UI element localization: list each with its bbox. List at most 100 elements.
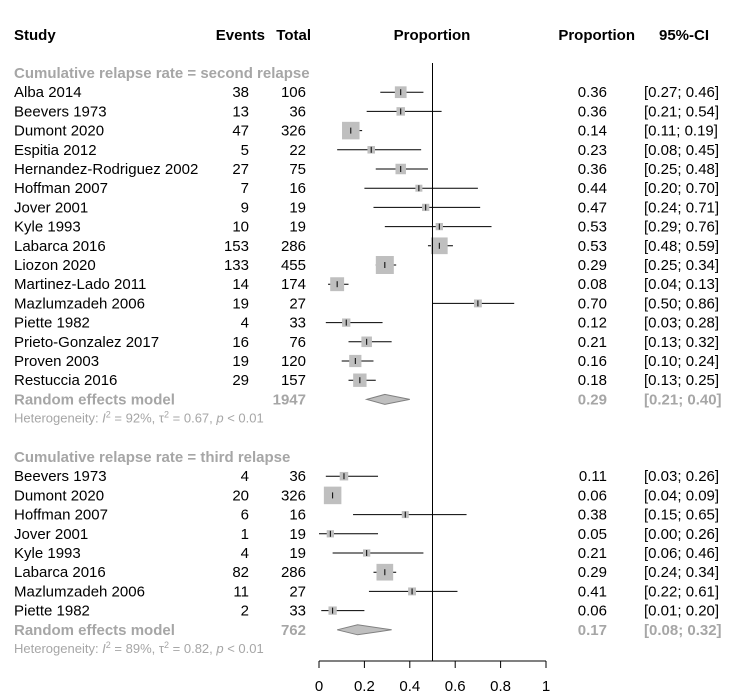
header-total: Total xyxy=(276,27,311,44)
pooled-ci: [0.21; 0.40] xyxy=(644,391,722,408)
x-tick-label: 0 xyxy=(315,678,323,695)
header-events: Events xyxy=(216,27,265,44)
study-ci: [0.00; 0.26] xyxy=(644,526,719,543)
study-total: 19 xyxy=(289,219,306,236)
study-ci: [0.04; 0.13] xyxy=(644,276,719,293)
study-name: Hoffman 2007 xyxy=(14,507,108,524)
forest-content: Cumulative relapse rate = second relapse… xyxy=(14,63,722,695)
x-tick-label: 0.6 xyxy=(445,678,466,695)
study-total: 76 xyxy=(289,334,306,351)
study-name: Alba 2014 xyxy=(14,84,82,101)
study-events: 19 xyxy=(232,295,249,312)
study-total: 19 xyxy=(289,545,306,562)
study-total: 75 xyxy=(289,161,306,178)
study-total: 455 xyxy=(281,257,306,274)
study-ci: [0.08; 0.45] xyxy=(644,142,719,159)
study-total: 286 xyxy=(281,238,306,255)
heterogeneity-text: Heterogeneity: I2 = 89%, τ2 = 0.82, p < … xyxy=(14,640,264,656)
study-ci: [0.15; 0.65] xyxy=(644,507,719,524)
group-title: Cumulative relapse rate = second relapse xyxy=(14,65,310,82)
pooled-diamond xyxy=(337,624,392,636)
study-name: Labarca 2016 xyxy=(14,564,106,581)
study-events: 82 xyxy=(232,564,249,581)
study-name: Hoffman 2007 xyxy=(14,180,108,197)
study-proportion: 0.70 xyxy=(578,295,607,312)
study-total: 22 xyxy=(289,142,306,159)
study-ci: [0.03; 0.26] xyxy=(644,468,719,485)
study-total: 33 xyxy=(289,603,306,620)
study-total: 19 xyxy=(289,199,306,216)
study-total: 326 xyxy=(281,123,306,140)
study-ci: [0.10; 0.24] xyxy=(644,353,719,370)
study-name: Dumont 2020 xyxy=(14,123,104,140)
study-name: Restuccia 2016 xyxy=(14,372,117,389)
study-ci: [0.21; 0.54] xyxy=(644,103,719,120)
study-events: 11 xyxy=(233,583,249,600)
study-proportion: 0.44 xyxy=(578,180,607,197)
study-name: Kyle 1993 xyxy=(14,219,81,236)
study-ci: [0.20; 0.70] xyxy=(644,180,719,197)
study-events: 14 xyxy=(232,276,249,293)
study-name: Jover 2001 xyxy=(14,199,88,216)
x-tick-label: 0.2 xyxy=(354,678,375,695)
study-events: 1 xyxy=(241,526,249,543)
study-total: 16 xyxy=(289,507,306,524)
study-events: 27 xyxy=(232,161,249,178)
study-events: 133 xyxy=(224,257,249,274)
study-events: 5 xyxy=(241,142,249,159)
study-events: 16 xyxy=(232,334,249,351)
study-ci: [0.13; 0.25] xyxy=(644,372,719,389)
heterogeneity-text: Heterogeneity: I2 = 92%, τ2 = 0.67, p < … xyxy=(14,410,264,426)
study-events: 7 xyxy=(241,180,249,197)
study-total: 19 xyxy=(289,526,306,543)
study-ci: [0.04; 0.09] xyxy=(644,487,719,504)
study-events: 47 xyxy=(232,123,249,140)
study-name: Martinez-Lado 2011 xyxy=(14,276,146,293)
x-tick-label: 0.4 xyxy=(399,678,420,695)
study-events: 38 xyxy=(232,84,249,101)
study-name: Jover 2001 xyxy=(14,526,88,543)
study-total: 326 xyxy=(281,487,306,504)
study-name: Proven 2003 xyxy=(14,353,99,370)
study-events: 13 xyxy=(232,103,249,120)
study-total: 36 xyxy=(289,103,306,120)
study-ci: [0.25; 0.48] xyxy=(644,161,719,178)
study-name: Kyle 1993 xyxy=(14,545,81,562)
study-ci: [0.22; 0.61] xyxy=(644,583,719,600)
study-proportion: 0.23 xyxy=(578,142,607,159)
study-proportion: 0.36 xyxy=(578,84,607,101)
study-proportion: 0.18 xyxy=(578,372,607,389)
study-proportion: 0.29 xyxy=(578,564,607,581)
study-ci: [0.29; 0.76] xyxy=(644,219,719,236)
study-name: Beevers 1973 xyxy=(14,103,107,120)
header-plot: Proportion xyxy=(394,27,471,44)
study-events: 4 xyxy=(241,468,249,485)
pooled-diamond xyxy=(364,393,410,405)
pooled-proportion: 0.17 xyxy=(578,622,607,639)
study-proportion: 0.05 xyxy=(578,526,607,543)
x-tick-label: 1 xyxy=(542,678,550,695)
pooled-total: 762 xyxy=(281,622,306,639)
study-events: 4 xyxy=(241,545,249,562)
study-ci: [0.11; 0.19] xyxy=(644,123,718,140)
study-events: 9 xyxy=(241,199,249,216)
study-events: 2 xyxy=(241,603,249,620)
study-total: 120 xyxy=(281,353,306,370)
study-proportion: 0.08 xyxy=(578,276,607,293)
study-name: Piette 1982 xyxy=(14,603,90,620)
pooled-label: Random effects model xyxy=(14,622,175,639)
study-total: 157 xyxy=(281,372,306,389)
pooled-label: Random effects model xyxy=(14,391,175,408)
study-name: Mazlumzadeh 2006 xyxy=(14,295,145,312)
study-ci: [0.48; 0.59] xyxy=(644,238,719,255)
study-ci: [0.01; 0.20] xyxy=(644,603,719,620)
study-name: Labarca 2016 xyxy=(14,238,106,255)
study-total: 33 xyxy=(289,315,306,332)
study-events: 4 xyxy=(241,315,249,332)
study-proportion: 0.06 xyxy=(578,603,607,620)
study-total: 174 xyxy=(281,276,306,293)
study-ci: [0.24; 0.34] xyxy=(644,564,719,581)
study-total: 16 xyxy=(289,180,306,197)
study-total: 36 xyxy=(289,468,306,485)
